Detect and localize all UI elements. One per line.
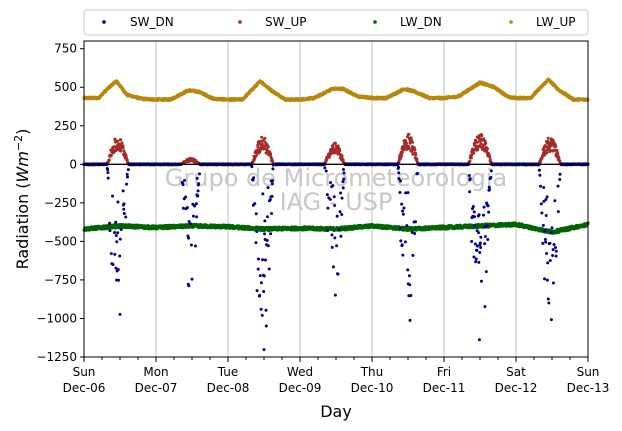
sw-up-point bbox=[119, 138, 123, 142]
sw-up-point bbox=[255, 153, 259, 157]
sw-up-point bbox=[341, 158, 345, 162]
sw-up-point bbox=[340, 154, 344, 158]
sw-up-point bbox=[119, 149, 123, 153]
sw-up-point bbox=[263, 136, 267, 140]
sw-up-point bbox=[109, 154, 113, 158]
sw-up-point bbox=[115, 139, 119, 143]
x-gridlines bbox=[155, 41, 517, 357]
watermark: Grupo de Micrometeorologia IAG - USP bbox=[165, 164, 507, 216]
sw-up-point bbox=[266, 145, 270, 149]
sw-up-point bbox=[260, 135, 264, 139]
sw-up-point bbox=[257, 139, 261, 143]
sw-up-point bbox=[107, 158, 111, 162]
watermark-line-1: Grupo de Micrometeorologia bbox=[165, 164, 507, 192]
sw-up-point bbox=[269, 152, 273, 156]
sw-up-point bbox=[338, 149, 342, 153]
watermark-line-2: IAG - USP bbox=[280, 188, 393, 216]
sw-up-point bbox=[121, 145, 125, 149]
sw-up-point bbox=[333, 141, 337, 145]
sw-up-point bbox=[256, 145, 260, 149]
sw-up-point bbox=[120, 141, 124, 145]
